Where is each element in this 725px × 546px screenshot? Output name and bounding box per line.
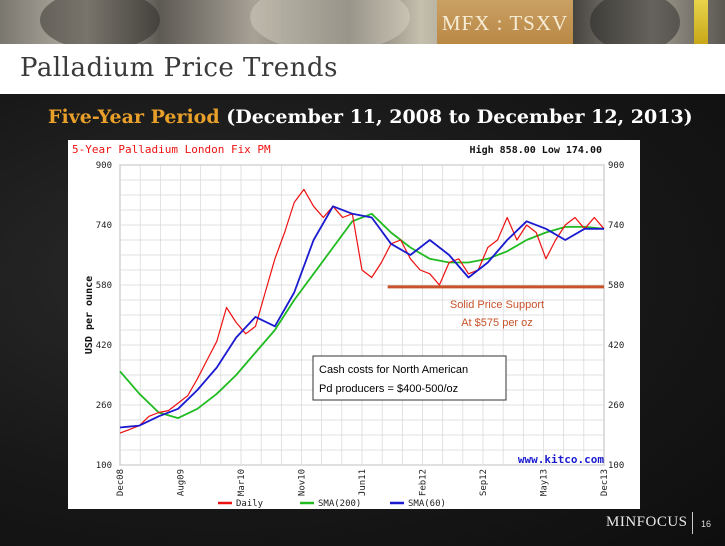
subtitle-accent: Five-Year Period bbox=[48, 106, 220, 128]
y-tick-label: 900 bbox=[96, 161, 112, 171]
x-tick-label: Sep12 bbox=[479, 469, 489, 496]
support-label-line2: At $575 per oz bbox=[461, 317, 533, 329]
y-tick-label: 260 bbox=[608, 401, 624, 411]
y-ticks-right: 100 260 420 580 740 900 bbox=[608, 161, 624, 471]
chart-legend: Daily SMA(200) SMA(60) bbox=[218, 499, 446, 509]
y-tick-label: 740 bbox=[608, 221, 624, 231]
x-ticks: Dec08 Aug09 Mar10 Nov10 Jun11 Feb12 Sep12 May13… bbox=[116, 469, 610, 496]
title-bar bbox=[0, 44, 725, 94]
cost-label-line2: Pd producers = $400-500/oz bbox=[319, 383, 458, 395]
y-ticks-left: 100 260 420 580 740 900 bbox=[96, 161, 112, 471]
y-tick-label: 740 bbox=[96, 221, 112, 231]
banner-person-image bbox=[694, 0, 708, 44]
chart-series bbox=[119, 188, 605, 434]
y-axis-label: USD per ounce bbox=[84, 276, 95, 354]
daily-price-line bbox=[119, 188, 605, 434]
chart-title: 5-Year Palladium London Fix PM bbox=[72, 143, 271, 156]
y-tick-label: 580 bbox=[96, 281, 112, 291]
palladium-chart: 5-Year Palladium London Fix PM High 858.… bbox=[72, 143, 624, 509]
y-tick-label: 100 bbox=[608, 461, 624, 471]
y-tick-label: 420 bbox=[608, 341, 624, 351]
x-tick-label: Nov10 bbox=[298, 469, 308, 496]
cost-label-line1: Cash costs for North American bbox=[319, 364, 468, 376]
y-tick-label: 900 bbox=[608, 161, 624, 171]
banner-rock-image bbox=[40, 0, 160, 44]
legend-label: Daily bbox=[236, 499, 264, 509]
slide-subtitle: Five-Year Period (December 11, 2008 to D… bbox=[48, 106, 693, 128]
subtitle-date-range: (December 11, 2008 to December 12, 2013) bbox=[226, 106, 693, 128]
footer-divider bbox=[692, 512, 693, 534]
banner-rock-image bbox=[590, 0, 680, 44]
legend-label: SMA(200) bbox=[318, 499, 361, 509]
slide-title: Palladium Price Trends bbox=[20, 53, 338, 83]
y-tick-label: 100 bbox=[96, 461, 112, 471]
legend-label: SMA(60) bbox=[408, 499, 446, 509]
kitco-watermark: www.kitco.com bbox=[518, 453, 604, 466]
chart-high-low: High 858.00 Low 174.00 bbox=[470, 144, 602, 156]
chart-grid bbox=[119, 164, 605, 466]
x-tick-label: Aug09 bbox=[177, 469, 187, 496]
support-label-line1: Solid Price Support bbox=[450, 299, 544, 311]
page-number: 16 bbox=[701, 519, 712, 529]
minfocus-logo: MINFOCUS bbox=[606, 514, 688, 530]
cost-annotation-box bbox=[312, 355, 507, 401]
y-tick-label: 420 bbox=[96, 341, 112, 351]
x-tick-label: Mar10 bbox=[237, 469, 247, 496]
y-tick-label: 580 bbox=[608, 281, 624, 291]
sma60-line bbox=[119, 205, 604, 429]
sma200-line bbox=[119, 212, 605, 419]
x-tick-label: Dec08 bbox=[116, 469, 126, 496]
y-tick-label: 260 bbox=[96, 401, 112, 411]
ticker-label: MFX : TSXV bbox=[437, 0, 573, 44]
x-tick-label: Jun11 bbox=[358, 469, 368, 496]
x-tick-label: Dec13 bbox=[600, 469, 610, 496]
x-tick-label: May13 bbox=[540, 469, 550, 496]
header-banner bbox=[0, 0, 725, 44]
banner-rock-image bbox=[250, 0, 410, 44]
x-tick-label: Feb12 bbox=[419, 469, 429, 496]
chart-panel: 5-Year Palladium London Fix PM High 858.… bbox=[68, 140, 640, 509]
